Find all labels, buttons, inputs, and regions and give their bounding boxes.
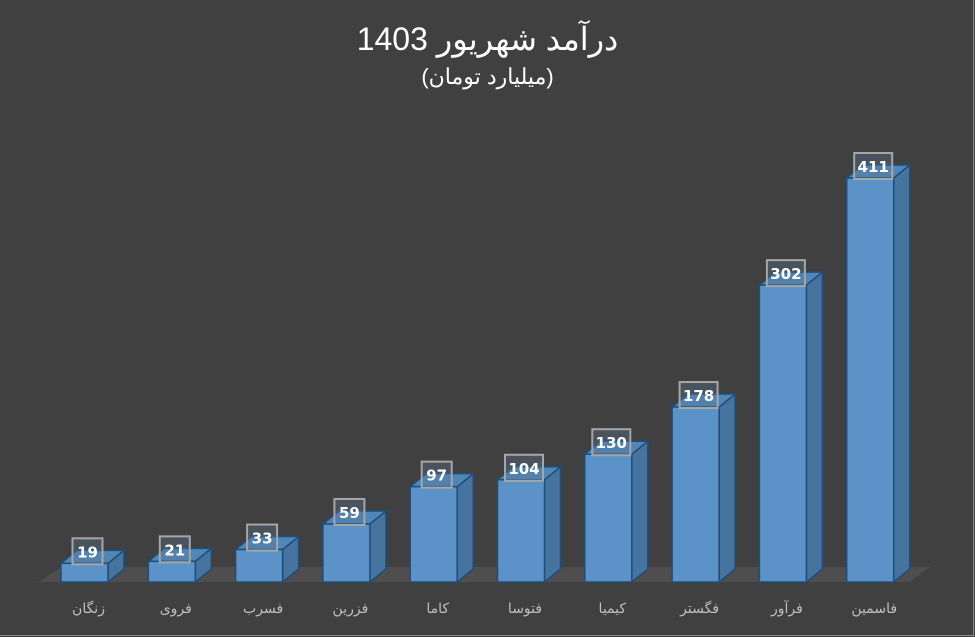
data-label: 21 [164,541,185,559]
data-label-box [158,535,191,564]
x-axis-label: فسرب [243,601,283,617]
bar-6: 104 [495,453,563,584]
bar-5: 97 [408,460,476,584]
data-label-box [591,428,632,457]
bar-7: 130 [582,428,650,584]
data-label-box [853,152,894,180]
chart-subtitle: (میلیارد تومان) [421,64,554,89]
x-axis-label: زنگان [72,600,105,617]
data-label: 97 [426,467,447,485]
x-axis-label: فرآور [770,600,803,617]
data-label-box [765,259,806,288]
chart-title: درآمد شهریور 1403 [356,21,619,57]
data-label: 178 [683,387,714,405]
data-label: 104 [508,460,539,478]
data-label: 302 [770,265,801,283]
x-axis-label: فروی [160,601,192,617]
x-axis-label: کیمیا [599,601,627,617]
data-label-box [420,460,453,489]
data-label: 411 [858,158,889,176]
x-axis-label: کاما [426,601,449,617]
bar-9: 302 [757,259,825,584]
x-axis-label: فتوسا [508,601,542,617]
data-label: 33 [252,530,273,548]
bar-10: 411 [844,152,912,584]
bar-3: 33 [233,523,301,584]
data-label-box [333,498,366,527]
data-label-box [246,523,279,552]
data-label: 19 [77,543,98,561]
bar-2: 21 [146,535,214,584]
bar-8: 178 [669,381,738,584]
data-label: 130 [596,434,627,452]
x-axis-label: فگستر [679,600,719,617]
bar-4: 59 [320,498,389,584]
data-label-box [678,381,719,410]
x-axis-label: فاسمین [851,601,897,617]
data-label: 59 [339,504,360,522]
x-axis-label: فزرین [333,601,369,617]
data-label-box [504,453,544,482]
bar-1: 19 [58,537,127,584]
data-label-box [71,537,104,566]
